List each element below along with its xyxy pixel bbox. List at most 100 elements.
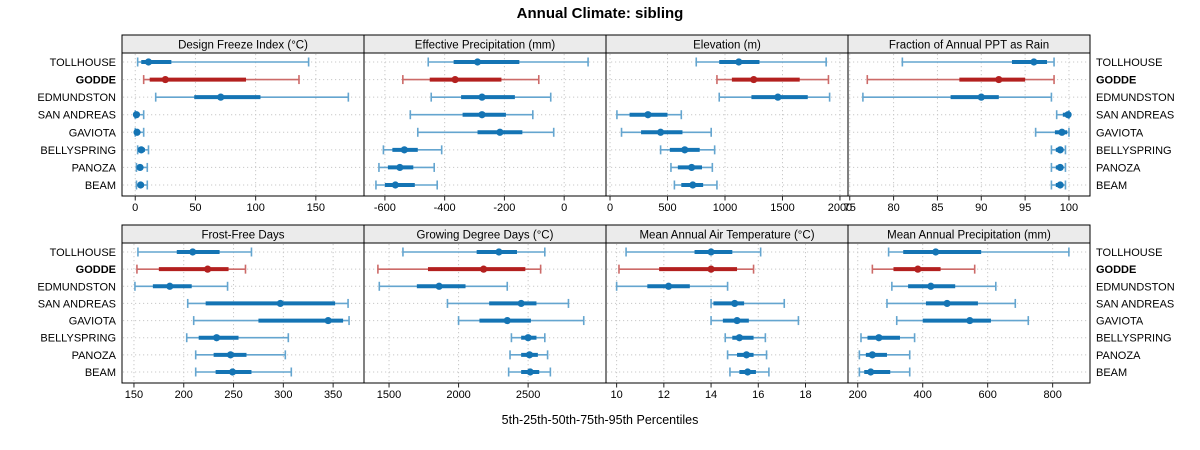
- median-dot: [217, 93, 225, 101]
- median-dot: [526, 368, 534, 376]
- axis-tick-label: 10: [610, 389, 622, 401]
- axis-tick-label: 200: [849, 389, 867, 401]
- median-dot: [914, 265, 922, 273]
- series-gaviota: [895, 316, 1030, 326]
- series-edmundston: [134, 281, 229, 291]
- median-dot: [1056, 163, 1064, 172]
- station-label-right-godde: GODDE: [1096, 75, 1136, 87]
- median-dot: [644, 111, 652, 119]
- series-panoza: [135, 162, 149, 172]
- axis-tick-label: 400: [914, 389, 932, 401]
- axis-tick-label: 1500: [377, 389, 401, 401]
- panel-growing-degree-days-c-: Growing Degree Days (°C) 1500 2000 2500: [363, 224, 607, 401]
- median-dot: [517, 299, 525, 308]
- series-godde: [136, 264, 247, 274]
- median-dot: [391, 181, 399, 189]
- median-dot: [995, 75, 1003, 84]
- axis-tick-label: 2000: [446, 389, 470, 401]
- station-label-left-godde: GODDE: [76, 264, 116, 276]
- series-bellyspring: [659, 145, 716, 155]
- axis-tick-label: 12: [658, 389, 670, 401]
- series-beam: [729, 367, 770, 377]
- axis-tick-label: 0: [132, 202, 138, 214]
- series-bellyspring: [136, 145, 150, 155]
- panel-frost-free-days: Frost-Free Days 150 200 250 300 350: [121, 224, 365, 401]
- median-dot: [742, 351, 751, 359]
- series-godde: [866, 75, 1055, 85]
- series-bellyspring: [185, 333, 290, 343]
- panel-header-label: Elevation (m): [693, 40, 761, 52]
- series-edmundston: [378, 281, 509, 291]
- axis-tick-label: 1000: [713, 202, 737, 214]
- axis-tick-label: 150: [125, 389, 143, 401]
- median-dot: [276, 299, 284, 308]
- series-gaviota: [620, 127, 712, 137]
- series-tollhouse: [136, 57, 310, 67]
- series-beam: [673, 180, 718, 190]
- median-dot: [495, 248, 503, 256]
- series-panoza: [378, 162, 436, 172]
- axis-tick-label: 95: [1019, 202, 1031, 214]
- axis-tick-label: 600: [978, 389, 996, 401]
- axis-tick-label: 75: [844, 202, 856, 214]
- median-dot: [707, 248, 715, 256]
- series-godde: [377, 264, 542, 274]
- series-tollhouse: [901, 57, 1055, 67]
- station-label-right-edmundston: EDMUNDSTON: [1096, 281, 1175, 293]
- axis-tick-label: 0: [607, 202, 613, 214]
- chart-title: Annual Climate: sibling: [516, 5, 684, 22]
- axis-tick-label: 2500: [516, 389, 540, 401]
- axis-tick-label: 0: [561, 202, 567, 214]
- panel-mean-annual-air-temperature-c-: Mean Annual Air Temperature (°C) 10 12 14 16…: [605, 224, 849, 401]
- series-san-andreas: [446, 298, 570, 308]
- station-label-right-bellyspring: BELLYSPRING: [1096, 145, 1172, 157]
- median-dot: [681, 146, 689, 154]
- median-dot: [496, 128, 504, 136]
- series-tollhouse: [887, 247, 1070, 257]
- median-dot: [478, 111, 486, 119]
- median-dot: [144, 58, 153, 66]
- median-dot: [868, 351, 876, 359]
- series-tollhouse: [137, 247, 253, 257]
- station-label-right-tollhouse: TOLLHOUSE: [1096, 57, 1162, 69]
- series-beam: [135, 180, 149, 190]
- axis-tick-label: 300: [274, 389, 292, 401]
- station-label-left-panoza: PANOZA: [72, 162, 117, 174]
- median-dot: [435, 282, 443, 290]
- median-dot: [166, 282, 174, 290]
- series-panoza: [858, 350, 911, 360]
- median-dot: [927, 282, 935, 290]
- axis-tick-label: 500: [658, 202, 676, 214]
- series-edmundston: [154, 92, 350, 102]
- median-dot: [867, 368, 875, 376]
- axis-tick-label: 14: [705, 389, 717, 401]
- median-dot: [525, 351, 534, 359]
- median-dot: [731, 299, 739, 308]
- axis-tick-label: 85: [931, 202, 943, 214]
- panel-header-label: Growing Degree Days (°C): [417, 230, 554, 242]
- station-label-left-bellyspring: BELLYSPRING: [40, 333, 116, 345]
- series-bellyspring: [724, 333, 767, 343]
- series-tollhouse: [427, 57, 589, 67]
- median-dot: [689, 181, 697, 189]
- series-panoza: [670, 162, 714, 172]
- axis-tick-label: 250: [224, 389, 242, 401]
- station-label-left-gaviota: GAVIOTA: [69, 127, 117, 139]
- series-gaviota: [457, 316, 585, 326]
- median-dot: [875, 334, 883, 342]
- panel-area: [121, 242, 365, 384]
- median-dot: [657, 128, 665, 136]
- series-tollhouse: [625, 247, 762, 257]
- series-beam: [375, 180, 438, 190]
- median-dot: [750, 75, 758, 84]
- panel-effective-precipitation-mm-: Effective Precipitation (mm) -600 -400 -200…: [363, 34, 607, 214]
- series-panoza: [509, 350, 549, 360]
- median-dot: [932, 248, 940, 256]
- series-san-andreas: [409, 110, 534, 120]
- station-label-right-panoza: PANOZA: [1096, 162, 1141, 174]
- station-label-left-panoza: PANOZA: [72, 350, 117, 362]
- station-label-left-san-andreas: SAN ANDREAS: [38, 110, 116, 122]
- panel-header-label: Mean Annual Air Temperature (°C): [639, 230, 814, 242]
- panel-area: [121, 52, 365, 197]
- series-edmundston: [891, 281, 997, 291]
